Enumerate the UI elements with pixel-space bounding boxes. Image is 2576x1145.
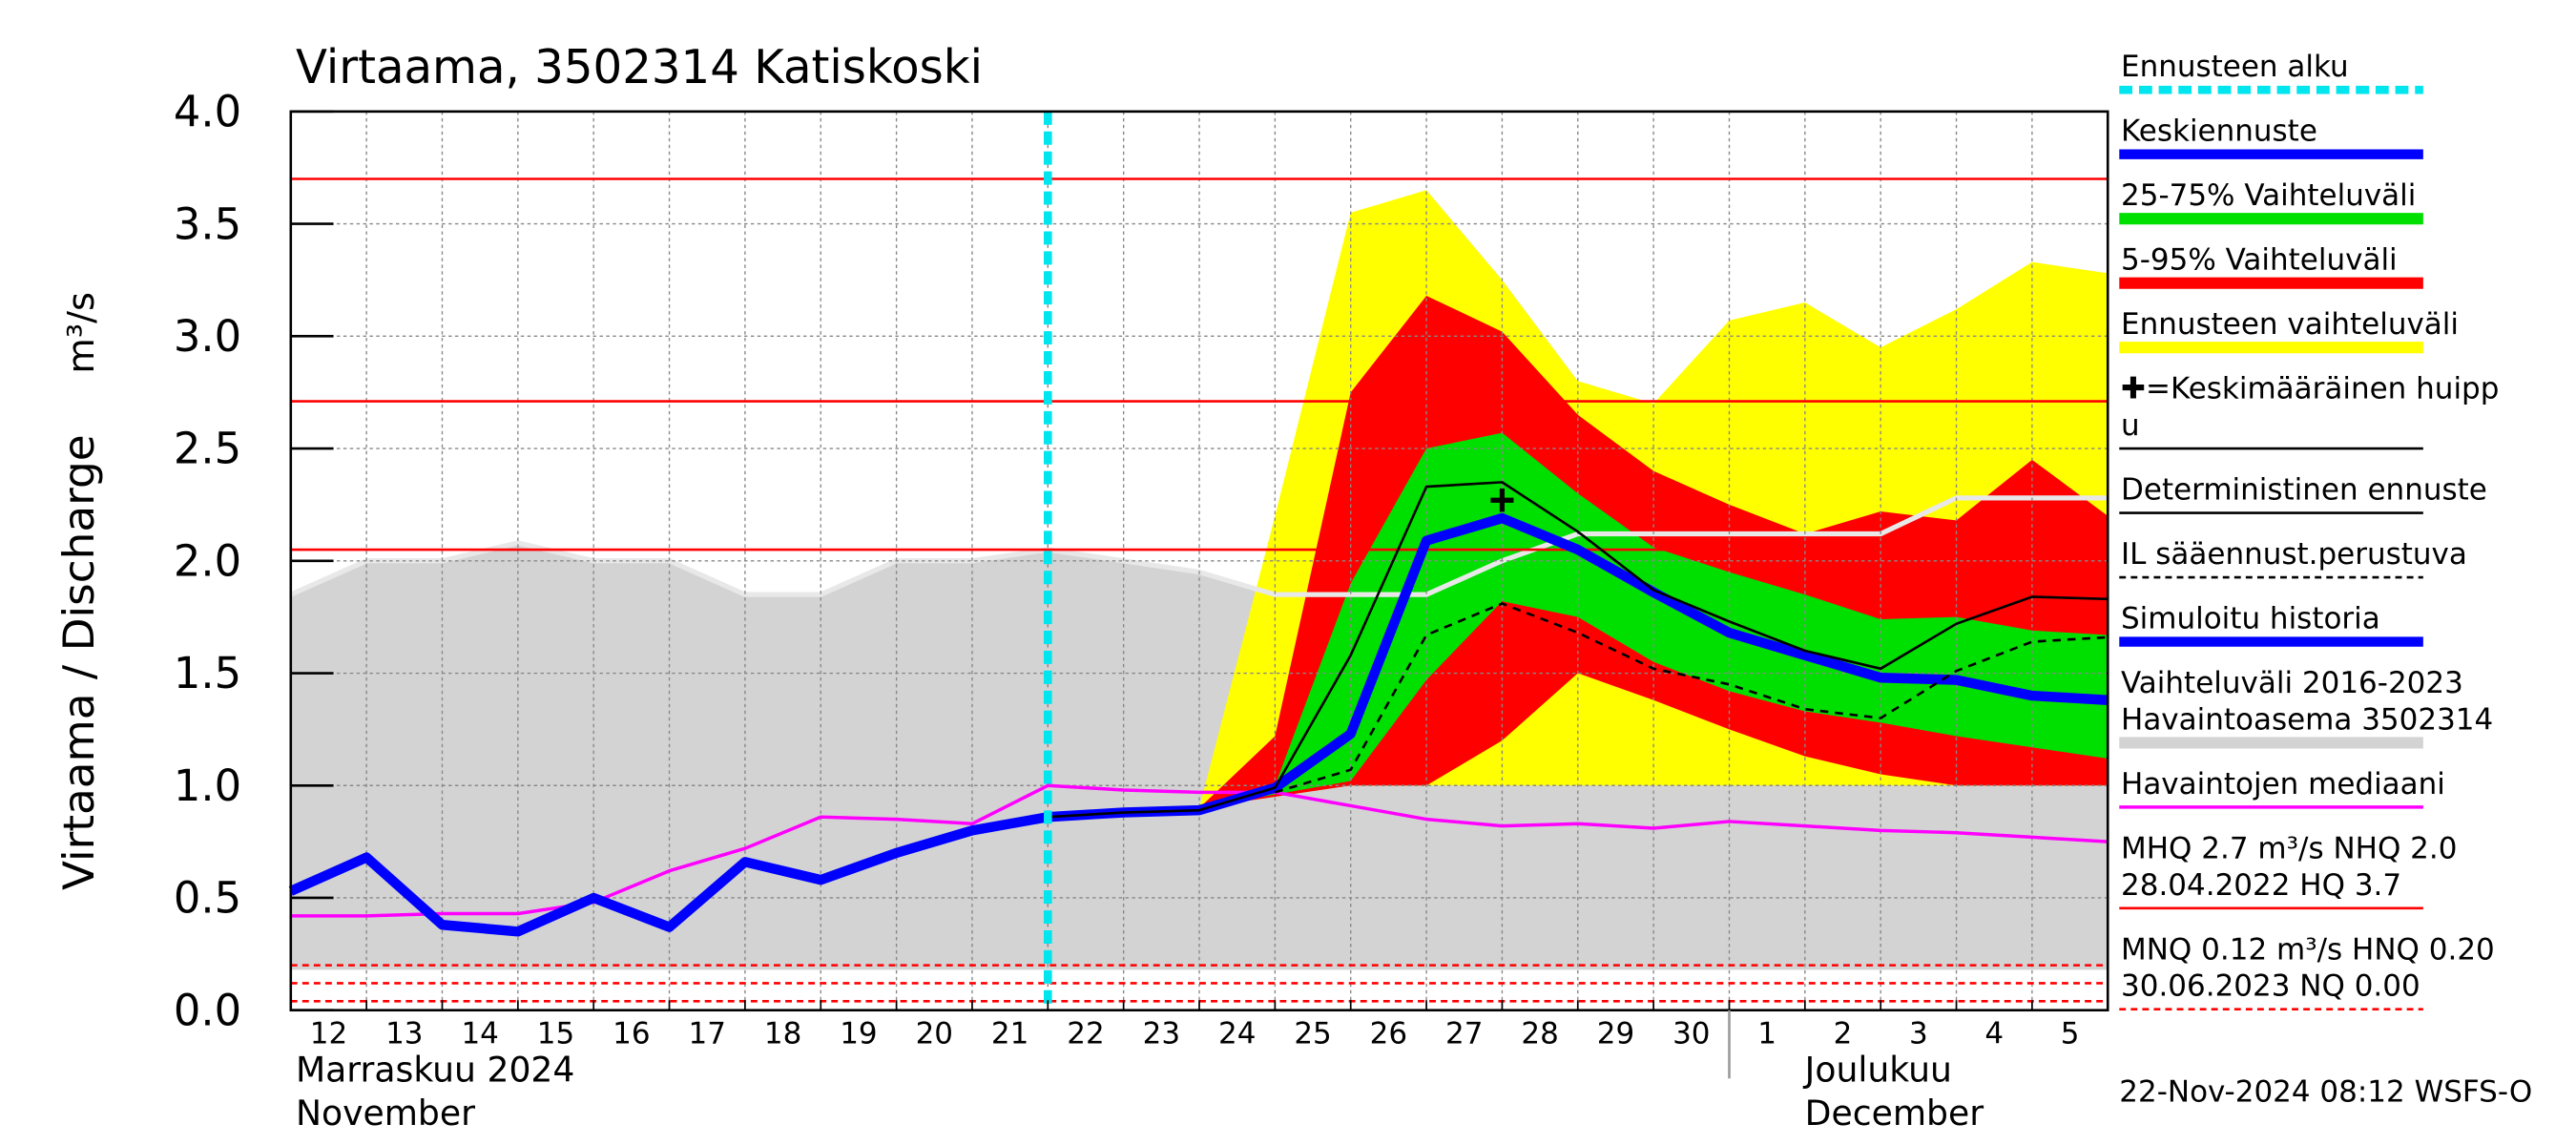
series-line — [288, 812, 1049, 937]
y-tick-label: 2.0 — [174, 535, 241, 586]
legend-label: Ennusteen vaihteluväli — [2121, 307, 2459, 342]
x-tick-label: 2 — [1834, 1016, 1853, 1051]
x-tick-label: 21 — [991, 1016, 1028, 1051]
legend-label: ✚=Keskimääräinen huipp — [2121, 372, 2499, 406]
legend-label: MNQ 0.12 m³/s HNQ 0.20 — [2121, 932, 2495, 967]
x-tick-label: 24 — [1218, 1016, 1256, 1051]
y-tick-label: 3.0 — [174, 311, 241, 362]
y-tick-label: 0.0 — [174, 985, 241, 1035]
legend-label: u — [2121, 408, 2140, 443]
legend-label: 30.06.2023 NQ 0.00 — [2121, 969, 2420, 1004]
legend-label: Vaihteluväli 2016-2023 — [2121, 666, 2463, 700]
month-label: Joulukuu — [1803, 1050, 1952, 1091]
x-tick-label: 17 — [689, 1016, 726, 1051]
x-tick-label: 28 — [1521, 1016, 1558, 1051]
x-tick-label: 22 — [1067, 1016, 1104, 1051]
y-tick-label: 0.5 — [174, 872, 241, 923]
month-label: Marraskuu 2024 — [296, 1050, 574, 1091]
x-tick-label: 19 — [840, 1016, 877, 1051]
legend-label: Ennusteen alku — [2121, 50, 2349, 84]
legend-label: 28.04.2022 HQ 3.7 — [2121, 868, 2401, 903]
x-tick-label: 14 — [461, 1016, 498, 1051]
legend-label: Simuloitu historia — [2121, 601, 2380, 635]
y-tick-label: 3.5 — [174, 198, 241, 249]
x-tick-label: 26 — [1370, 1016, 1407, 1051]
x-tick-label: 15 — [537, 1016, 574, 1051]
legend-label: IL sääennust.perustuva — [2121, 537, 2467, 572]
footer: 22-Nov-2024 08:12 WSFS-O — [2119, 1074, 2532, 1109]
series-line — [1275, 602, 2109, 794]
y-tick-label: 4.0 — [174, 86, 241, 136]
y-axis-label: Virtaama / Discharge — [53, 434, 104, 890]
x-tick-label: 16 — [613, 1016, 650, 1051]
month-label: November — [296, 1093, 475, 1134]
y-tick-label: 2.5 — [174, 423, 241, 473]
x-tick-label: 13 — [385, 1016, 423, 1051]
x-tick-label: 23 — [1143, 1016, 1180, 1051]
x-tick-label: 1 — [1757, 1016, 1776, 1051]
x-tick-label: 20 — [916, 1016, 953, 1051]
x-tick-label: 29 — [1597, 1016, 1634, 1051]
x-tick-label: 3 — [1909, 1016, 1928, 1051]
x-tick-label: 30 — [1672, 1016, 1710, 1051]
y-axis-unit: m³/s — [60, 292, 102, 374]
legend-label: Keskiennuste — [2121, 114, 2317, 149]
x-tick-label: 4 — [1984, 1016, 2004, 1051]
y-tick-label: 1.5 — [174, 648, 241, 698]
legend-label: Havaintojen mediaani — [2121, 767, 2445, 802]
month-label: December — [1805, 1093, 1984, 1134]
legend-label: 25-75% Vaihteluväli — [2121, 178, 2416, 213]
legend-label: Deterministinen ennuste — [2121, 472, 2487, 507]
chart-title: Virtaama, 3502314 Katiskoski — [296, 41, 983, 94]
x-tick-label: 5 — [2061, 1016, 2080, 1051]
peak-marker — [1490, 489, 1514, 512]
x-tick-label: 12 — [310, 1016, 347, 1051]
legend-label: Havaintoasema 3502314 — [2121, 702, 2493, 737]
series-line — [1048, 481, 2109, 819]
y-tick-label: 1.0 — [174, 760, 241, 811]
x-tick-label: 25 — [1294, 1016, 1331, 1051]
legend-label: MHQ 2.7 m³/s NHQ 2.0 — [2121, 831, 2457, 865]
legend-label: 5-95% Vaihteluväli — [2121, 243, 2398, 278]
x-tick-label: 27 — [1445, 1016, 1483, 1051]
x-tick-label: 18 — [764, 1016, 801, 1051]
